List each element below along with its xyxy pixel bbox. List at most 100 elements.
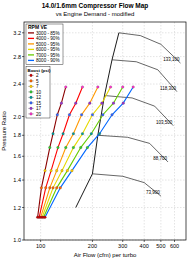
- point: [111, 113, 114, 116]
- legend-swatch: [28, 80, 34, 81]
- tick-label: 1.8: [13, 132, 21, 138]
- point: [132, 86, 135, 89]
- point: [59, 187, 62, 190]
- point: [55, 187, 58, 190]
- title: 14.0/1.6mm Compressor Flow Map: [42, 2, 149, 10]
- point: [98, 132, 101, 135]
- point: [101, 102, 104, 105]
- tick-label: 1.2: [13, 205, 21, 211]
- legend-swatch: [28, 97, 34, 98]
- point: [90, 132, 93, 135]
- legend-box: [26, 24, 63, 65]
- point: [112, 102, 115, 105]
- legend-label: 20: [36, 112, 42, 117]
- legend-title: RPM VE: [28, 24, 48, 30]
- legend-box: [26, 67, 50, 119]
- point: [68, 113, 71, 116]
- tick-label: 2.0: [13, 114, 21, 120]
- plot-frame: [24, 22, 186, 240]
- tick-label: 300: [118, 243, 127, 249]
- legend-swatch: [28, 60, 34, 61]
- chart: 14.0/1.6mm Compressor Flow Mapvs Engine …: [0, 0, 190, 266]
- speed-line: [119, 33, 181, 63]
- point: [72, 146, 75, 149]
- tick-label: 3.2: [13, 30, 21, 36]
- point: [71, 169, 74, 172]
- legend-marker: [30, 113, 33, 116]
- speed-line-label: 73,900: [146, 190, 160, 195]
- series-line: [45, 87, 133, 217]
- legend-label: 2: [36, 73, 39, 78]
- speed-line-label: 103,500: [156, 120, 173, 125]
- x-axis-label: Air Flow (cfm) per turbo: [74, 252, 137, 258]
- point: [60, 102, 63, 105]
- point: [79, 146, 82, 149]
- legend-label: 4000 - 90%: [36, 36, 60, 41]
- tick-label: 500: [156, 243, 165, 249]
- speed-line-label: 133,100: [163, 57, 180, 62]
- point: [52, 132, 55, 135]
- legend-label: 7: [36, 84, 39, 89]
- plot-area: [36, 33, 180, 219]
- point: [102, 113, 105, 116]
- tick-label: 200: [88, 243, 97, 249]
- legend-swatch: [28, 86, 34, 87]
- point: [97, 86, 100, 89]
- legend-marker: [30, 85, 33, 88]
- legend-swatch: [28, 54, 34, 55]
- grid: [24, 22, 186, 240]
- point: [66, 169, 69, 172]
- legend-swatch: [28, 108, 34, 109]
- tick-label: 1.6: [13, 153, 21, 159]
- grid-line: [160, 22, 161, 240]
- grid-line: [144, 22, 145, 240]
- point: [81, 132, 84, 135]
- point: [64, 146, 67, 149]
- point: [44, 216, 47, 219]
- point: [48, 187, 51, 190]
- legend-swatch: [28, 49, 34, 50]
- speed-line: [92, 174, 160, 196]
- subtitle: vs Engine Demand - modified: [56, 11, 135, 17]
- legend-marker: [30, 102, 33, 105]
- plot-background: [24, 22, 186, 240]
- tick-label: 400: [140, 243, 149, 249]
- legend-swatch: [28, 91, 34, 92]
- legend-label: 7000 - 95%: [36, 53, 60, 58]
- legend-swatch: [28, 75, 34, 76]
- point: [55, 169, 58, 172]
- point: [109, 86, 112, 89]
- legend-label: 15: [36, 101, 42, 106]
- legend-swatch: [28, 38, 34, 39]
- legend: RPM VE3000 - 85%4000 - 90%5000 - 95%6000…: [26, 24, 63, 65]
- legend-swatch: [28, 43, 34, 44]
- legend-label: 5000 - 95%: [36, 42, 60, 47]
- point: [91, 113, 94, 116]
- point: [50, 169, 53, 172]
- point: [52, 187, 55, 190]
- point: [86, 146, 89, 149]
- point: [40, 187, 43, 190]
- legend-label: 10: [36, 90, 42, 95]
- point: [62, 132, 65, 135]
- grid-line: [122, 22, 123, 240]
- legend-swatch: [28, 113, 34, 114]
- boost-legend: Boost (psi)2571012151720: [26, 67, 51, 119]
- legend-marker: [30, 80, 33, 83]
- point: [88, 102, 91, 105]
- point: [122, 102, 125, 105]
- speed-line: [112, 60, 177, 92]
- point: [48, 146, 51, 149]
- point: [61, 169, 64, 172]
- point: [121, 86, 124, 89]
- legend-marker: [30, 96, 33, 99]
- tick-label: 600: [170, 243, 179, 249]
- point: [80, 113, 83, 116]
- point: [64, 86, 67, 89]
- legend-swatch: [28, 102, 34, 103]
- legend-label: 12: [36, 95, 42, 100]
- grid-line: [174, 22, 175, 240]
- point: [74, 102, 77, 105]
- y-axis-label: Pressure Ratio: [1, 110, 7, 150]
- point: [72, 132, 75, 135]
